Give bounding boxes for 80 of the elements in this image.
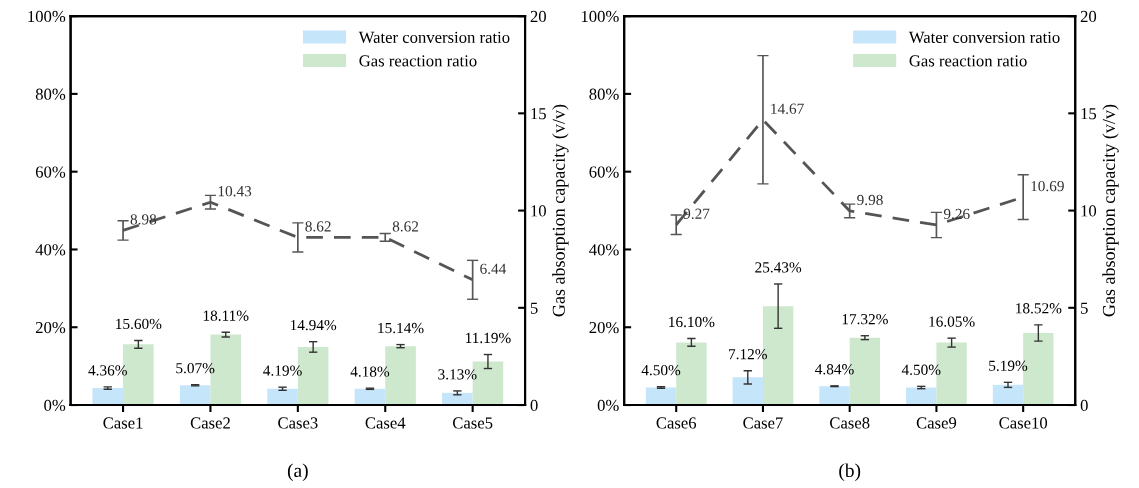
bar: [906, 387, 937, 406]
data-label: 18.52%: [1016, 303, 1062, 314]
y2-tick-label: 10: [1081, 205, 1097, 217]
y2-tick-label: 15: [1081, 108, 1097, 120]
data-label: 15.14%: [378, 322, 424, 334]
x-tick-label: Case2: [190, 417, 230, 429]
x-tick-label: Case1: [103, 417, 143, 429]
data-label: 4.84%: [815, 364, 854, 375]
legend-label: Water conversion ratio: [358, 31, 510, 44]
data-label: 16.05%: [929, 316, 975, 327]
y-tick-label: 40%: [589, 244, 619, 256]
x-tick-label: Case9: [916, 417, 957, 429]
data-label: 6.44: [480, 263, 507, 274]
legend-label: Gas reaction ratio: [359, 55, 477, 67]
data-label: 4.50%: [901, 364, 941, 375]
bar: [819, 386, 850, 406]
y2-tick-label: 20: [530, 10, 546, 23]
y2-axis-title: Gas absorption capacity (v/v): [552, 104, 569, 317]
bar: [732, 377, 763, 406]
data-label: 8.98: [130, 214, 157, 225]
legend-label: Gas reaction ratio: [909, 55, 1027, 67]
y-tick-label: 100%: [28, 10, 66, 23]
y2-axis-title: Gas absorption capacity (v/v): [1102, 104, 1119, 317]
y2-tick-label: 20: [1080, 10, 1097, 23]
bar: [179, 385, 211, 406]
y-tick-label: 80%: [589, 88, 619, 100]
x-tick-label: Case4: [365, 417, 406, 429]
y-tick-label: 100%: [581, 10, 619, 23]
y-tick-label: 20%: [589, 321, 619, 334]
x-tick-label: Case5: [452, 417, 493, 429]
data-label: 14.94%: [290, 319, 337, 331]
x-tick-label: Case6: [656, 417, 697, 429]
y2-tick-label: 5: [1081, 302, 1088, 314]
y2-tick-label: 0: [530, 399, 538, 411]
y-tick-label: 60%: [589, 166, 619, 178]
y-tick-label: 40%: [35, 244, 66, 256]
data-label: 16.10%: [669, 316, 715, 328]
data-label: 4.19%: [263, 365, 302, 376]
data-label: 8.62: [392, 221, 419, 232]
y2-tick-label: 5: [530, 302, 538, 314]
bar: [354, 388, 386, 406]
y2-tick-label: 10: [531, 205, 546, 217]
bar: [92, 388, 124, 406]
y-tick-label: 0%: [597, 399, 619, 412]
x-tick-label: Case7: [743, 417, 783, 429]
y2-tick-label: 15: [531, 108, 546, 120]
data-label: 5.07%: [176, 362, 215, 374]
data-label: 7.12%: [729, 348, 767, 360]
data-label: 5.19%: [989, 360, 1028, 371]
bar: [992, 384, 1024, 406]
data-label: 4.18%: [350, 366, 390, 377]
bar: [267, 388, 298, 406]
data-label: 11.19%: [466, 332, 511, 344]
y-tick-label: 80%: [35, 88, 66, 100]
x-tick-label: Case10: [999, 417, 1048, 429]
data-label: 9.98: [857, 194, 883, 206]
data-label: 9.26: [943, 208, 970, 220]
data-label: 25.43%: [755, 262, 802, 273]
legend-label: Water conversion ratio: [908, 31, 1060, 44]
text: (b): [839, 463, 861, 482]
data-label: 4.50%: [641, 365, 681, 376]
y-tick-label: 20%: [35, 321, 66, 334]
text: (a): [287, 463, 308, 482]
data-label: 14.67: [771, 103, 804, 114]
bar: [442, 392, 473, 406]
y2-tick-label: 0: [1080, 399, 1088, 411]
data-label: 9.27: [683, 208, 710, 219]
data-label: 15.60%: [116, 318, 162, 330]
data-label: 10.69: [1031, 180, 1064, 192]
data-label: 3.13%: [438, 369, 477, 380]
data-label: 8.62: [305, 221, 331, 232]
y-tick-label: 60%: [35, 166, 66, 178]
x-tick-label: Case8: [830, 417, 870, 429]
data-label: 18.11%: [203, 310, 249, 321]
y-tick-label: 0%: [44, 399, 66, 412]
data-label: 17.32%: [842, 313, 888, 325]
data-label: 4.36%: [88, 365, 127, 376]
x-tick-label: Case3: [278, 417, 318, 429]
bar: [645, 387, 677, 406]
data-label: 10.43: [218, 186, 252, 197]
